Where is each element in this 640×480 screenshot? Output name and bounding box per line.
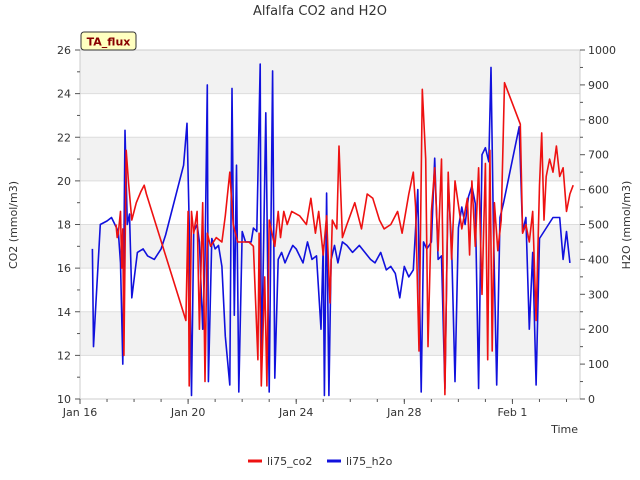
grid-band <box>80 137 580 181</box>
left-axis: 10 12 14 16 18 20 22 24 26 <box>57 44 80 406</box>
right-tick-label: 800 <box>588 114 609 127</box>
right-tick-label: 200 <box>588 323 609 336</box>
series-line-li75-h2o <box>91 63 571 397</box>
right-tick-label: 600 <box>588 184 609 197</box>
left-tick-label: 12 <box>57 349 71 362</box>
legend-label-h2o: li75_h2o <box>346 455 393 468</box>
right-tick-label: 0 <box>588 393 595 406</box>
right-tick-label: 1000 <box>588 44 616 57</box>
right-tick-label: 900 <box>588 79 609 92</box>
legend-label-co2: li75_co2 <box>267 455 312 468</box>
right-tick-label: 500 <box>588 219 609 232</box>
badge-box <box>80 31 137 51</box>
left-axis-label: CO2 (mmol/m3) <box>7 181 20 269</box>
grid-band <box>80 50 580 94</box>
left-tick-label: 16 <box>57 262 71 275</box>
badge-label: TA_flux <box>87 36 131 49</box>
chart-title: Alfalfa CO2 and H2O <box>253 4 387 19</box>
grid-band <box>80 224 580 269</box>
left-tick-label: 22 <box>57 131 71 144</box>
x-tick-label: Jan 20 <box>170 406 205 419</box>
x-tick-label: Jan 24 <box>278 406 313 419</box>
series-layer <box>91 63 574 397</box>
right-tick-label: 400 <box>588 253 609 266</box>
right-tick-label: 300 <box>588 288 609 301</box>
left-tick-label: 18 <box>57 219 71 232</box>
x-tick-label: Jan 28 <box>386 406 421 419</box>
left-tick-label: 20 <box>57 175 71 188</box>
series-line-li75-co2 <box>115 81 574 396</box>
right-tick-label: 100 <box>588 358 609 371</box>
left-tick-label: 10 <box>57 393 71 406</box>
x-tick-label: Feb 1 <box>497 406 527 419</box>
bottom-axis: Jan 16 Jan 20 Jan 24 Jan 28 Feb 1 <box>62 399 567 419</box>
left-tick-label: 24 <box>57 88 71 101</box>
x-tick-label: Jan 16 <box>62 406 97 419</box>
x-axis-label: Time <box>550 423 578 436</box>
legend: li75_co2 li75_h2o <box>248 455 393 468</box>
ta-flux-badge: TA_flux <box>80 31 137 51</box>
right-axis: 0 100 200 300 400 500 600 700 800 900 1000 <box>580 44 616 406</box>
left-tick-label: 14 <box>57 306 71 319</box>
left-tick-label: 26 <box>57 44 71 57</box>
right-tick-label: 700 <box>588 149 609 162</box>
right-axis-label: H2O (mmol/m3) <box>620 181 633 270</box>
